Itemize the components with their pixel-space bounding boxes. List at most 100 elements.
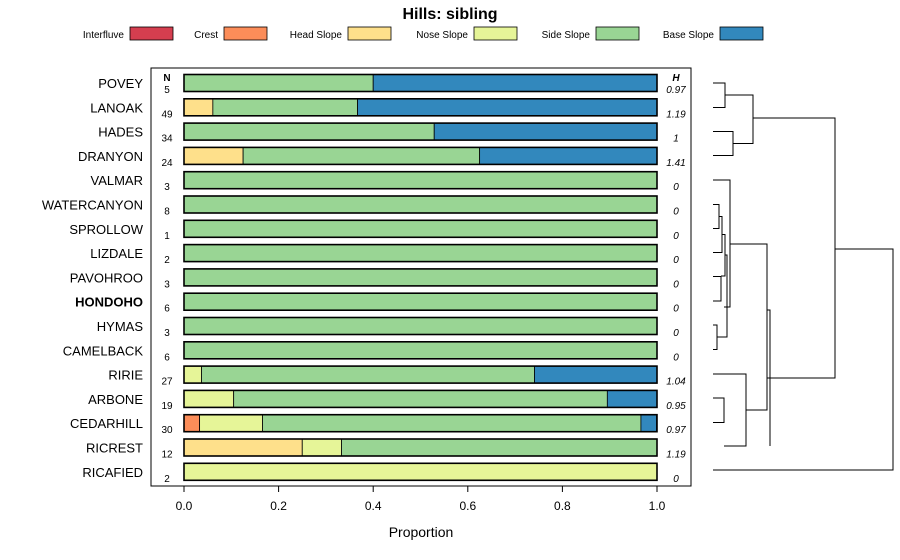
bar-segment-crest (183, 414, 201, 433)
category-label: DRANYON (78, 149, 143, 164)
x-tick-label: 0.2 (270, 499, 287, 513)
bar-segment-side-slope (183, 268, 658, 287)
category-label: CEDARHILL (70, 416, 143, 431)
bar-segment-base-slope (433, 122, 658, 141)
category-label: POVEY (98, 76, 143, 91)
bar-segment-side-slope (183, 122, 435, 141)
h-value: 0 (673, 255, 679, 266)
bar-segment-nose-slope (199, 414, 263, 433)
bar-segment-base-slope (534, 365, 658, 384)
category-label: HONDOHO (75, 295, 143, 310)
h-value: 0.95 (666, 401, 686, 412)
h-value: 0.97 (666, 85, 686, 96)
bar-outline (183, 365, 658, 384)
h-value: 0 (673, 304, 679, 315)
n-value: 6 (164, 304, 170, 315)
category-label: SPROLLOW (69, 222, 143, 237)
legend-swatch-crest (223, 26, 268, 41)
h-value: 0 (673, 352, 679, 363)
h-value: 0 (673, 231, 679, 242)
bar-outline (183, 438, 658, 457)
bar-segment-head-slope (183, 146, 244, 165)
x-tick-label: 0.6 (459, 499, 476, 513)
bar-segment-side-slope (183, 219, 658, 238)
dendrogram-branch (713, 131, 734, 156)
dendrogram-branch (725, 94, 754, 144)
dendrogram-branch (730, 243, 768, 411)
dendrogram-branch (713, 373, 747, 447)
dendrogram-branch (713, 204, 720, 229)
n-value: 5 (164, 85, 170, 96)
legend-swatch-base-slope (719, 26, 764, 41)
chart-title: Hills: sibling (402, 6, 497, 23)
dendrogram-branch (713, 248, 894, 471)
bar-outline (183, 462, 658, 482)
n-value: 49 (161, 109, 173, 120)
bar-segment-nose-slope (301, 438, 342, 457)
bar-segment-side-slope (183, 244, 658, 263)
x-tick-label: 0.0 (176, 499, 193, 513)
n-column-header: N (163, 73, 170, 84)
x-tick-label: 1.0 (649, 499, 666, 513)
legend-swatch-nose-slope (473, 26, 518, 41)
dendrogram-branch (713, 324, 718, 350)
bar-outline (183, 268, 658, 287)
n-value: 3 (164, 279, 170, 290)
dendrogram-branch (713, 82, 726, 108)
category-label: RIRIE (108, 368, 143, 383)
bar-segment-side-slope (183, 74, 374, 92)
h-column-header: H (672, 73, 680, 84)
h-value: 1 (673, 134, 679, 145)
bar-segment-side-slope (183, 171, 658, 190)
bar-outline (183, 316, 658, 336)
bar-segment-side-slope (212, 98, 358, 117)
legend-label-side-slope: Side Slope (542, 30, 591, 41)
bar-outline (183, 98, 658, 117)
n-value: 24 (161, 158, 173, 169)
n-value: 1 (164, 231, 170, 242)
n-value: 34 (161, 134, 173, 145)
h-value: 0 (673, 182, 679, 193)
dendrogram-branch (767, 309, 771, 446)
dendrogram-branch (713, 216, 723, 253)
bar-segment-side-slope (233, 389, 608, 408)
category-label: RICAFIED (82, 465, 143, 480)
n-value: 2 (164, 255, 170, 266)
h-value: 0 (673, 279, 679, 290)
x-axis-label: Proportion (389, 524, 454, 540)
category-label: HYMAS (97, 319, 144, 334)
bar-segment-nose-slope (183, 389, 235, 408)
bar-outline (183, 219, 658, 239)
bar-outline (183, 243, 658, 263)
dendrogram-branch (713, 397, 725, 423)
bar-segment-base-slope (372, 74, 658, 92)
h-value: 0 (673, 328, 679, 339)
dendrogram-branch (713, 276, 722, 302)
bar-segment-side-slope (183, 292, 658, 311)
bar-segment-side-slope (183, 317, 658, 335)
bar-segment-head-slope (183, 438, 303, 457)
bar-outline (183, 195, 658, 214)
n-value: 8 (164, 207, 170, 218)
category-label: ARBONE (88, 392, 143, 407)
dendrogram (713, 82, 894, 471)
bar-segment-base-slope (606, 389, 658, 408)
category-label: CAMELBACK (63, 343, 144, 358)
n-value: 6 (164, 352, 170, 363)
category-label: PAVOHROO (70, 270, 143, 285)
n-value: 2 (164, 474, 170, 485)
n-value: 3 (164, 182, 170, 193)
h-value: 1.19 (666, 109, 686, 120)
bar-outline (183, 292, 658, 312)
bar-outline (183, 389, 658, 409)
bar-outline (183, 413, 658, 433)
h-value: 0.97 (666, 425, 686, 436)
category-label: HADES (98, 125, 143, 140)
category-label: VALMAR (91, 173, 144, 188)
legend-label-head-slope: Head Slope (290, 30, 343, 41)
bar-segment-nose-slope (183, 462, 658, 481)
bar-segment-head-slope (183, 98, 214, 117)
legend-label-crest: Crest (194, 30, 218, 41)
category-label: RICREST (86, 441, 143, 456)
